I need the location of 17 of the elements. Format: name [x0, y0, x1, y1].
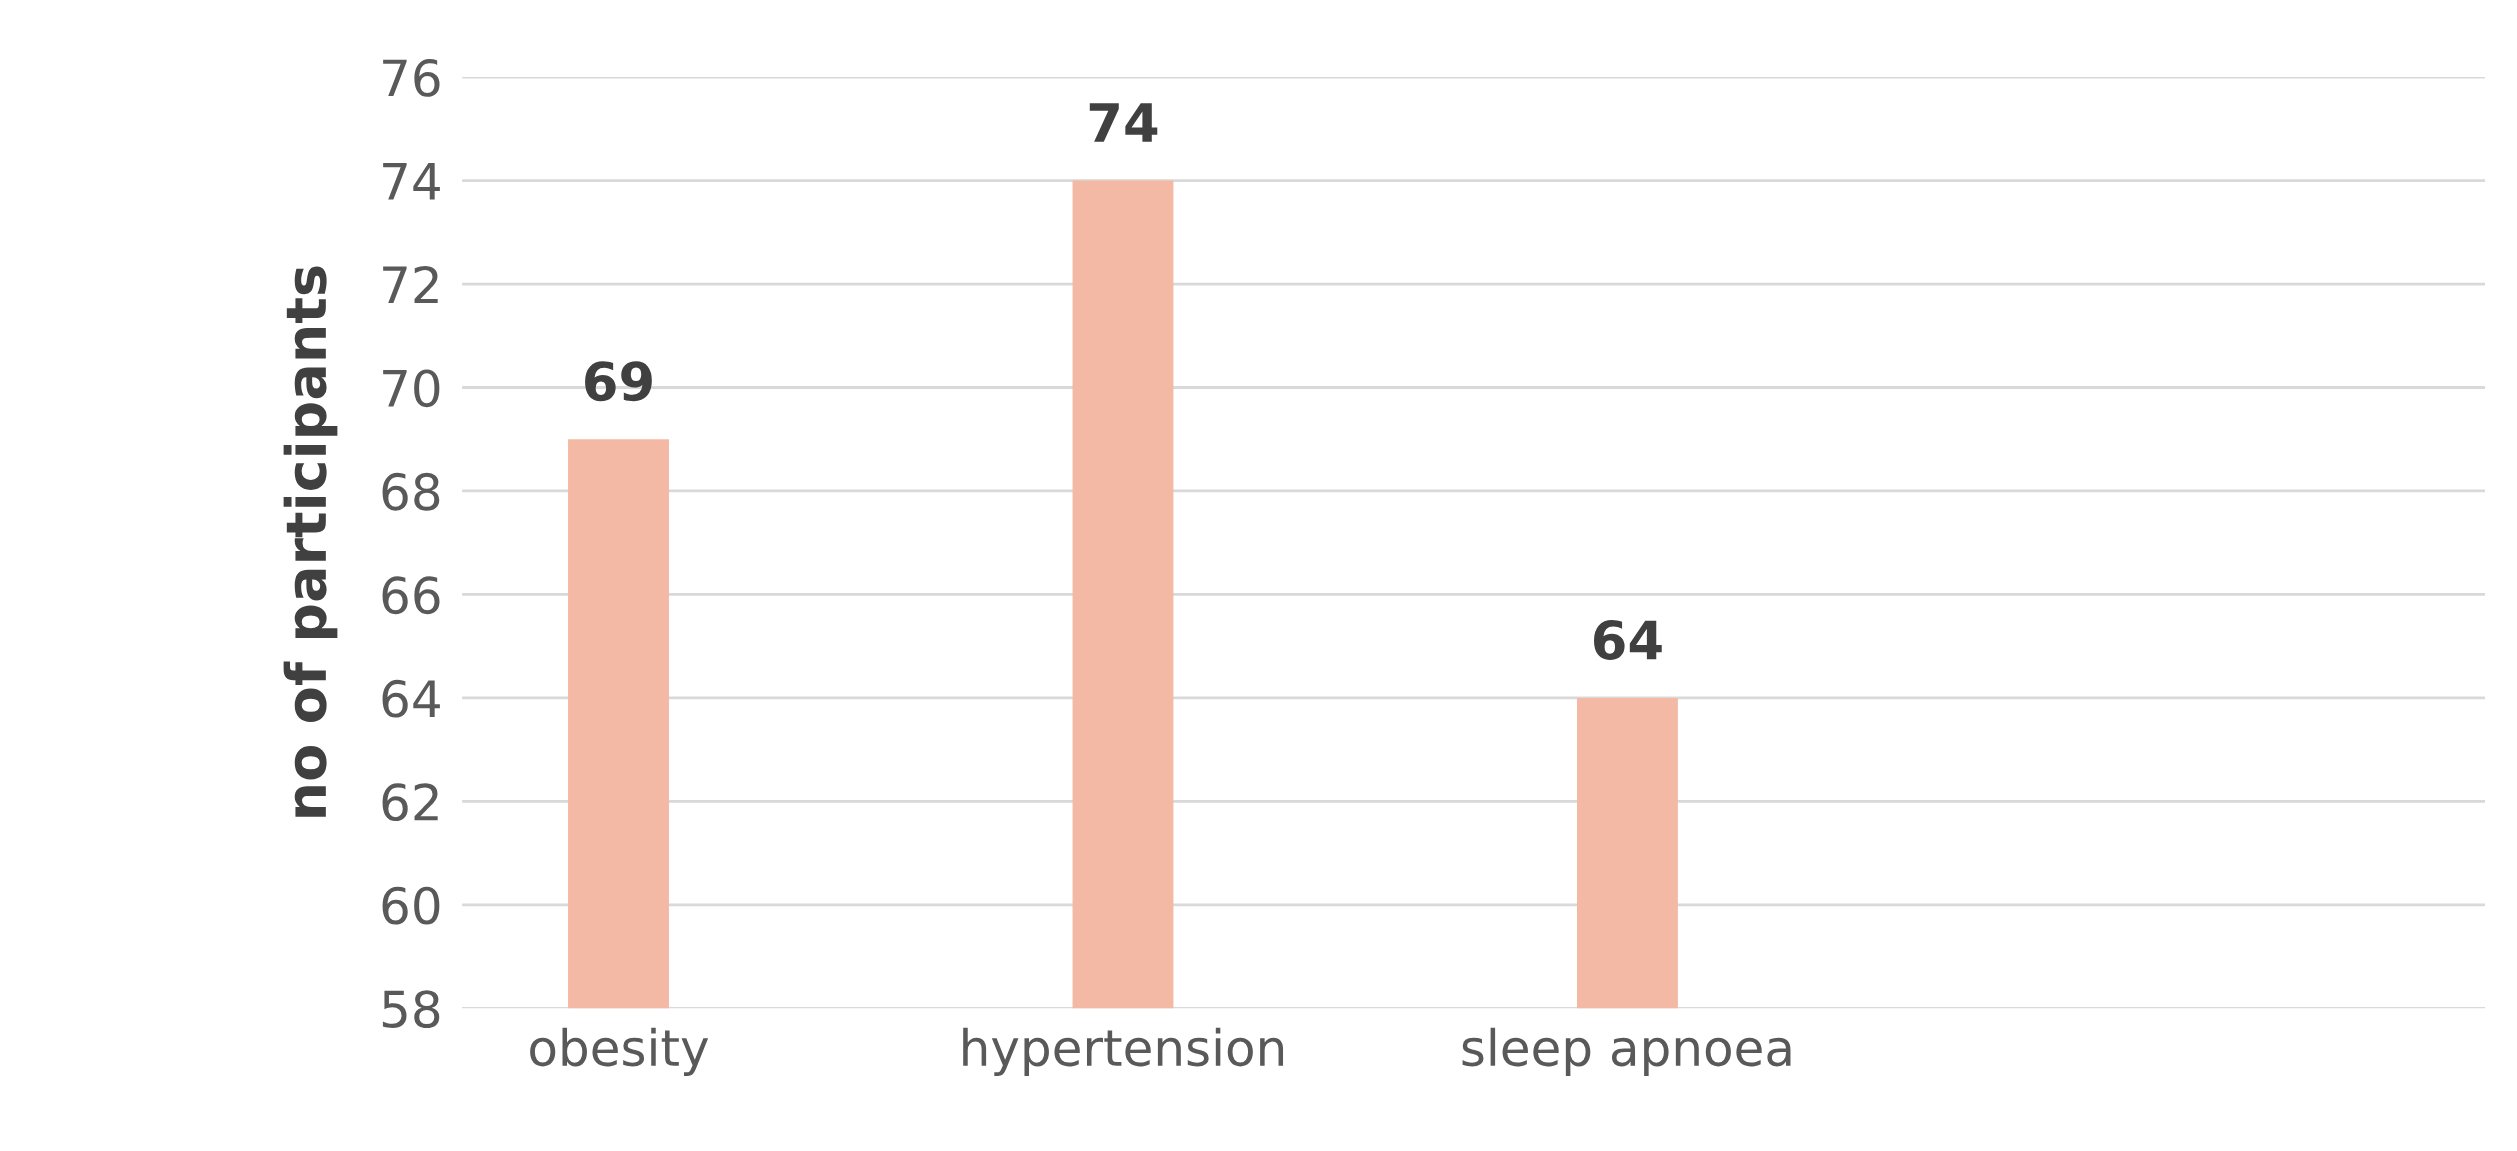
- y-tick-label: 58: [382, 990, 440, 1028]
- data-label: 69: [585, 361, 652, 402]
- y-tick-label: 60: [382, 886, 440, 925]
- y-tick-label: 72: [383, 265, 438, 304]
- x-tick-label: obesity: [530, 1027, 709, 1077]
- y-axis-title: no of participants: [283, 266, 338, 817]
- x-tick-label: sleep apnoea: [1462, 1027, 1791, 1077]
- y-tick-label: 68: [382, 472, 440, 511]
- y-tick-label: 70: [383, 369, 440, 408]
- y-tick-label: 76: [383, 59, 440, 97]
- x-tick-label: hypertension: [963, 1027, 1284, 1077]
- y-tick-label: 62: [382, 783, 438, 822]
- y-tick-label: 66: [382, 576, 440, 615]
- y-tick-label: 74: [383, 163, 440, 200]
- data-label: 74: [1089, 103, 1158, 142]
- y-tick-label: 64: [382, 679, 440, 718]
- data-label: 64: [1593, 620, 1662, 660]
